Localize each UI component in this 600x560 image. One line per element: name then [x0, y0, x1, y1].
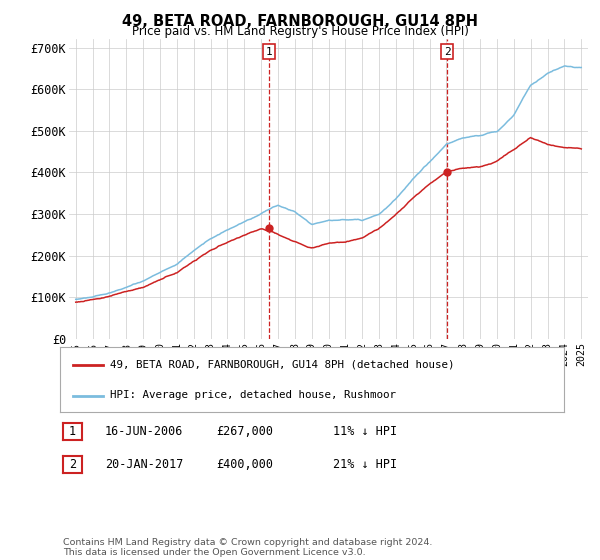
Text: 16-JUN-2006: 16-JUN-2006	[105, 424, 184, 438]
Text: 49, BETA ROAD, FARNBOROUGH, GU14 8PH (detached house): 49, BETA ROAD, FARNBOROUGH, GU14 8PH (de…	[110, 360, 455, 370]
Text: 1: 1	[265, 46, 272, 57]
Text: Contains HM Land Registry data © Crown copyright and database right 2024.
This d: Contains HM Land Registry data © Crown c…	[63, 538, 433, 557]
Text: 1: 1	[69, 424, 76, 438]
Text: 2: 2	[444, 46, 451, 57]
Text: 21% ↓ HPI: 21% ↓ HPI	[333, 458, 397, 472]
Text: £400,000: £400,000	[216, 458, 273, 472]
Text: 11% ↓ HPI: 11% ↓ HPI	[333, 424, 397, 438]
Text: HPI: Average price, detached house, Rushmoor: HPI: Average price, detached house, Rush…	[110, 390, 397, 400]
Text: Price paid vs. HM Land Registry's House Price Index (HPI): Price paid vs. HM Land Registry's House …	[131, 25, 469, 38]
Text: 49, BETA ROAD, FARNBOROUGH, GU14 8PH: 49, BETA ROAD, FARNBOROUGH, GU14 8PH	[122, 14, 478, 29]
Text: £267,000: £267,000	[216, 424, 273, 438]
Text: 2: 2	[69, 458, 76, 472]
Text: 20-JAN-2017: 20-JAN-2017	[105, 458, 184, 472]
